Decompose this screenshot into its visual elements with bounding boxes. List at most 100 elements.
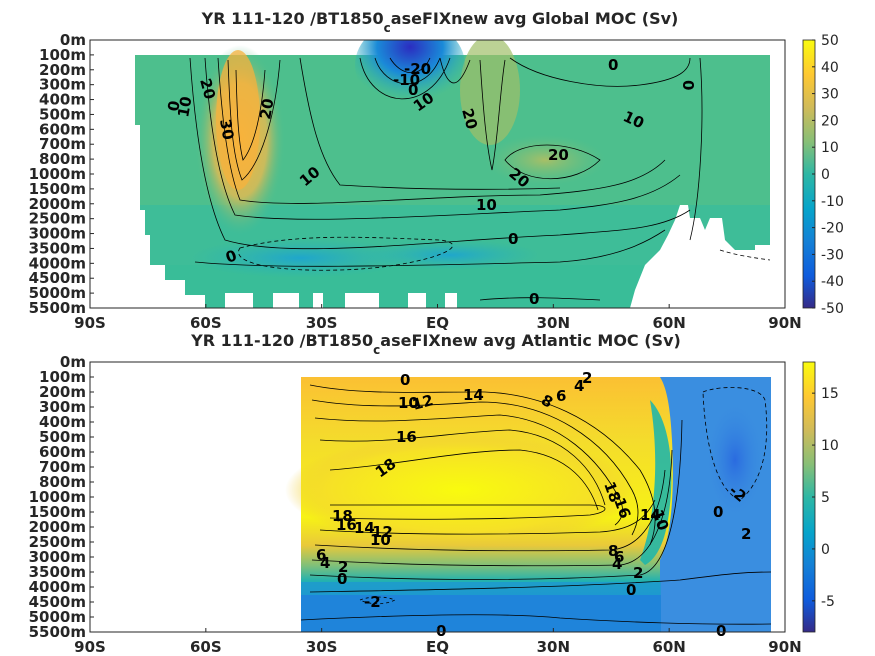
x-tick-label: EQ [426, 314, 449, 332]
y-tick-label: 2500m [29, 533, 86, 551]
x-tick-label: 30S [306, 314, 338, 332]
x-tick-label: 90N [768, 638, 801, 656]
contour-label: 6 [614, 548, 624, 566]
global-moc-title: YR 111-120 /BT1850caseFIXnew avg Global … [201, 9, 679, 35]
contour-label: -20 [404, 60, 431, 78]
x-tick-label: 90S [74, 638, 106, 656]
contour-label: 20 [196, 76, 219, 101]
colorbar-tick-label: -5 [821, 594, 835, 610]
x-tick-label: 60S [190, 314, 222, 332]
atlantic-x-axis: 90S 60S 30S EQ 30N 60N 90N [74, 628, 802, 656]
contour-label: 4 [612, 555, 622, 573]
atlantic-colorbar-ticks: 15 10 5 0 -5 [812, 386, 839, 610]
y-tick-label: 4000m [29, 578, 86, 596]
y-tick-label: 700m [39, 458, 86, 476]
contour-label: 30 [216, 118, 237, 142]
colorbar-tick-label: 20 [821, 113, 839, 129]
colorbar-tick-label: -40 [821, 274, 844, 290]
contour-label: 0 [400, 371, 410, 389]
global-x-axis: 90S 60S 30S EQ 30N 60N 90N [74, 304, 802, 332]
contour-label: 16 [336, 516, 357, 534]
y-tick-label: 3000m [29, 225, 86, 243]
contour-label: 12 [410, 391, 435, 414]
y-tick-label: 2000m [29, 195, 86, 213]
global-y-axis: 0m100m200m300m400m500m600m700m800m1000m1… [29, 31, 94, 317]
y-tick-label: 3000m [29, 548, 86, 566]
contour-label: 10 [398, 394, 419, 412]
y-tick-label: 0m [60, 31, 86, 49]
contour-label: 14 [640, 506, 661, 524]
y-tick-label: 1000m [29, 165, 86, 183]
y-tick-label: 300m [39, 398, 86, 416]
colorbar-tick-label: 0 [821, 167, 830, 183]
contour-label: 20 [256, 97, 277, 121]
colorbar-tick-label: 0 [821, 542, 830, 558]
y-tick-label: 3500m [29, 239, 86, 257]
y-tick-label: 700m [39, 135, 86, 153]
x-tick-label: 60S [190, 638, 222, 656]
y-tick-label: 400m [39, 413, 86, 431]
colorbar-tick-label: -20 [821, 221, 844, 237]
y-tick-label: 4500m [29, 269, 86, 287]
y-tick-label: 1000m [29, 488, 86, 506]
contour-label: -10 [393, 71, 420, 89]
y-tick-label: 5000m [29, 284, 86, 302]
contour-label: 2 [633, 564, 643, 582]
y-tick-label: 600m [39, 120, 86, 138]
y-tick-label: 500m [39, 105, 86, 123]
contour-label: 6 [556, 387, 566, 405]
atlantic-moc-title: YR 111-120 /BT1850caseFIXnew avg Atlanti… [190, 331, 681, 357]
global-moc-panel: YR 111-120 /BT1850caseFIXnew avg Global … [29, 9, 844, 332]
y-tick-label: 0m [60, 353, 86, 371]
contour-label: 0 [529, 290, 539, 308]
contour-label: 10 [174, 95, 195, 119]
y-tick-label: 5000m [29, 608, 86, 626]
global-moc-field [90, 40, 785, 308]
colorbar-tick-label: 5 [821, 490, 830, 506]
y-tick-label: 500m [39, 428, 86, 446]
colorbar-tick-label: -50 [821, 301, 844, 317]
y-tick-label: 1500m [29, 503, 86, 521]
contour-label: 2 [741, 525, 751, 543]
colorbar-tick-label: 15 [821, 386, 839, 402]
contour-label: 0 [679, 80, 697, 90]
x-tick-label: 30S [306, 638, 338, 656]
colorbar-tick-label: -10 [821, 194, 844, 210]
contour-label: 0 [408, 81, 418, 99]
colorbar-tick-label: 30 [821, 87, 839, 103]
contour-label: 8 [608, 542, 618, 560]
colorbar-tick-label: 10 [821, 140, 839, 156]
y-tick-label: 800m [39, 150, 86, 168]
contour-label: 0 [626, 581, 636, 599]
y-tick-label: 2000m [29, 518, 86, 536]
y-tick-label: 100m [39, 368, 86, 386]
contour-label: 4 [320, 554, 330, 572]
x-tick-label: 90N [768, 314, 801, 332]
y-tick-label: 5500m [29, 299, 86, 317]
colorbar-tick-label: 40 [821, 60, 839, 76]
contour-label: 0 [436, 622, 446, 640]
contour-label: 0 [716, 622, 726, 640]
atlantic-moc-field [285, 377, 772, 632]
y-tick-label: 300m [39, 76, 86, 94]
atlantic-y-axis: 0m100m200m300m400m500m600m700m800m1000m1… [29, 353, 94, 641]
atlantic-moc-panel: YR 111-120 /BT1850caseFIXnew avg Atlanti… [29, 331, 839, 656]
y-tick-label: 2500m [29, 210, 86, 228]
y-tick-label: 4000m [29, 254, 86, 272]
contour-label: -2 [364, 593, 381, 611]
y-tick-label: 1500m [29, 180, 86, 198]
colorbar-tick-label: -30 [821, 247, 844, 263]
x-tick-label: 60N [652, 638, 685, 656]
contour-label: 16 [396, 428, 417, 446]
x-tick-label: EQ [426, 638, 449, 656]
contour-label: 4 [574, 377, 584, 395]
x-tick-label: 60N [652, 314, 685, 332]
y-tick-label: 600m [39, 443, 86, 461]
contour-label: 14 [354, 519, 375, 537]
global-colorbar-ticks: 50 40 30 20 10 0 -10 -20 -30 -40 -50 [812, 33, 844, 317]
y-tick-label: 3500m [29, 563, 86, 581]
colorbar-tick-label: 10 [821, 438, 839, 454]
contour-label: 6 [316, 546, 326, 564]
contour-label: 0 [713, 503, 723, 521]
y-tick-label: 100m [39, 46, 86, 64]
